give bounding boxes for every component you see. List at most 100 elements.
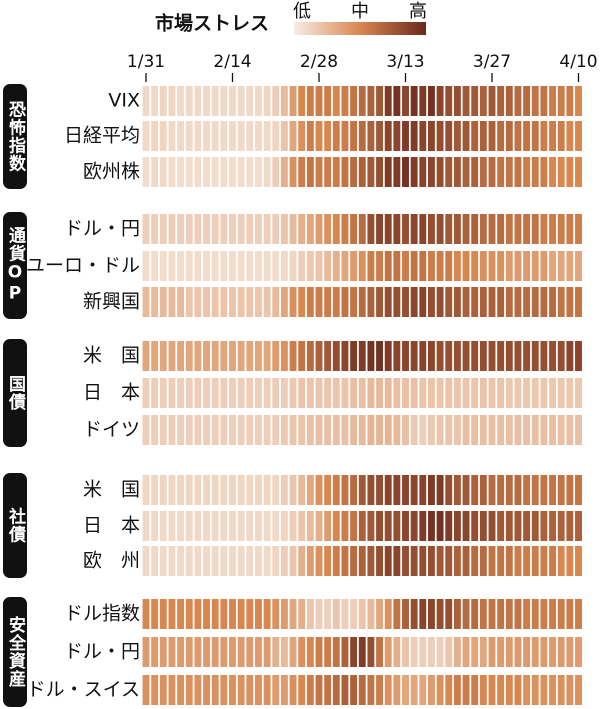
heat-cell bbox=[462, 121, 470, 151]
heat-cell bbox=[402, 157, 409, 187]
heat-cell bbox=[514, 546, 522, 576]
row-label: 欧州株 bbox=[83, 161, 140, 183]
heat-cell bbox=[488, 546, 496, 576]
heat-cell bbox=[384, 415, 392, 445]
heat-cell bbox=[453, 475, 461, 505]
heat-cell bbox=[384, 511, 392, 541]
heat-cell bbox=[341, 599, 349, 629]
heat-cell bbox=[445, 251, 453, 281]
heat-cell bbox=[151, 637, 159, 667]
heat-cell bbox=[194, 546, 202, 576]
heat-cell bbox=[505, 214, 513, 244]
heat-cell bbox=[194, 214, 202, 244]
heat-cell bbox=[453, 546, 461, 576]
heat-cell bbox=[185, 378, 193, 408]
heat-cell bbox=[393, 287, 401, 317]
heat-cell bbox=[194, 157, 202, 187]
row-label: ドル・円 bbox=[64, 641, 140, 663]
heat-cell bbox=[505, 287, 513, 317]
heat-cell bbox=[410, 251, 418, 281]
heat-cell bbox=[211, 157, 219, 187]
heat-cell bbox=[402, 121, 409, 151]
heat-cell bbox=[315, 415, 323, 445]
heat-cell bbox=[393, 121, 401, 151]
heat-cell bbox=[280, 341, 288, 371]
heat-cell bbox=[575, 415, 582, 445]
heat-cell bbox=[185, 511, 193, 541]
heat-cell bbox=[566, 546, 574, 576]
heat-cell bbox=[341, 214, 349, 244]
heat-cell bbox=[471, 378, 479, 408]
heat-cell bbox=[142, 214, 150, 244]
heat-cell bbox=[566, 415, 574, 445]
heat-cell bbox=[419, 511, 427, 541]
heat-cell bbox=[393, 214, 401, 244]
heat-cell bbox=[229, 675, 236, 705]
heat-cell bbox=[237, 675, 245, 705]
heat-cell bbox=[540, 546, 548, 576]
heat-cell bbox=[185, 251, 193, 281]
heat-cell bbox=[185, 546, 193, 576]
heat-cell bbox=[410, 475, 418, 505]
heat-cell bbox=[272, 251, 280, 281]
heat-cell bbox=[436, 378, 444, 408]
heat-cell bbox=[514, 121, 522, 151]
heat-cell bbox=[436, 475, 444, 505]
heat-cell bbox=[428, 599, 435, 629]
heat-cell bbox=[540, 251, 548, 281]
heat-cell bbox=[272, 415, 280, 445]
heat-cell bbox=[298, 157, 306, 187]
heat-cell bbox=[419, 251, 427, 281]
heat-cell bbox=[376, 546, 383, 576]
heat-cell bbox=[557, 675, 565, 705]
heat-cell bbox=[332, 599, 340, 629]
heat-cell bbox=[523, 157, 531, 187]
heat-cell bbox=[419, 675, 427, 705]
heat-cell bbox=[453, 251, 461, 281]
heat-cell bbox=[497, 157, 505, 187]
heat-cell bbox=[220, 86, 228, 116]
heat-cell bbox=[194, 86, 202, 116]
heat-cell bbox=[531, 675, 539, 705]
row-label: ドル・スイス bbox=[27, 679, 140, 701]
heat-cell bbox=[280, 599, 288, 629]
heat-cell bbox=[479, 546, 487, 576]
x-tick-label: 2/28 bbox=[300, 52, 338, 72]
heat-cell bbox=[168, 287, 176, 317]
heat-cell bbox=[436, 599, 444, 629]
heat-cell bbox=[324, 341, 332, 371]
heat-cell bbox=[350, 675, 358, 705]
heat-cell bbox=[462, 287, 470, 317]
heat-cell bbox=[332, 511, 340, 541]
heat-cell bbox=[471, 121, 479, 151]
heat-cell bbox=[306, 475, 314, 505]
heat-cell bbox=[306, 415, 314, 445]
heat-cell bbox=[488, 599, 496, 629]
heat-cell bbox=[436, 415, 444, 445]
heat-cell bbox=[471, 214, 479, 244]
heat-cell bbox=[445, 121, 453, 151]
heat-cell bbox=[185, 86, 193, 116]
heat-cell bbox=[523, 251, 531, 281]
heat-cell bbox=[272, 86, 280, 116]
heat-cell bbox=[566, 214, 574, 244]
heat-cell bbox=[393, 546, 401, 576]
heat-cell bbox=[471, 675, 479, 705]
heat-cell bbox=[575, 599, 582, 629]
heat-cell bbox=[298, 214, 306, 244]
heat-cell bbox=[410, 675, 418, 705]
heat-cell bbox=[367, 415, 375, 445]
heat-cell bbox=[428, 378, 435, 408]
heat-cell bbox=[151, 121, 159, 151]
heat-cell bbox=[471, 415, 479, 445]
heat-cell bbox=[428, 637, 435, 667]
heat-cell bbox=[471, 157, 479, 187]
heat-cell bbox=[402, 341, 409, 371]
heat-cell bbox=[332, 378, 340, 408]
heat-cell bbox=[341, 251, 349, 281]
heat-cell bbox=[306, 637, 314, 667]
heat-cell bbox=[497, 251, 505, 281]
heat-cell bbox=[471, 546, 479, 576]
x-tick-label: 2/14 bbox=[213, 52, 251, 72]
